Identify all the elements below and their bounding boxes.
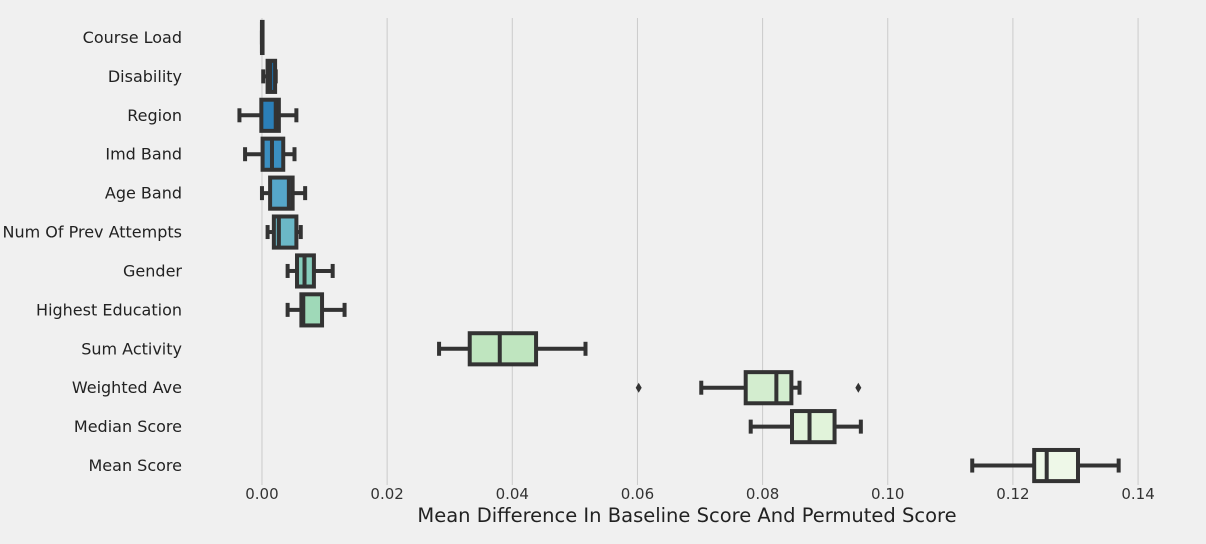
box-rect xyxy=(790,409,837,445)
box-6 xyxy=(265,214,303,250)
x-tick-label: 0.04 xyxy=(496,485,529,503)
y-category-label: Disability xyxy=(108,67,182,86)
x-tick-label: 0.00 xyxy=(245,485,278,503)
y-axis-labels: Course Load Disability Region Imd Band Age B… xyxy=(3,28,183,475)
box-7 xyxy=(285,253,335,289)
y-category-label: Age Band xyxy=(105,184,182,203)
y-category-label: Course Load xyxy=(83,28,182,47)
box-3 xyxy=(237,97,299,133)
outlier-point xyxy=(635,382,642,393)
x-axis-ticks: 0.00 0.02 0.04 0.06 0.08 0.10 0.12 0.14 xyxy=(245,485,1155,503)
box-11 xyxy=(748,409,863,445)
box-10 xyxy=(635,370,862,406)
y-category-label: Mean Score xyxy=(89,456,183,475)
x-axis-title: Mean Difference In Baseline Score And Pe… xyxy=(417,504,956,527)
y-category-label: Sum Activity xyxy=(81,339,182,358)
box-rect xyxy=(1032,447,1080,484)
x-tick-label: 0.06 xyxy=(621,485,654,503)
box-4 xyxy=(243,136,297,172)
x-tick-label: 0.08 xyxy=(746,485,779,503)
box-5 xyxy=(259,175,308,211)
box-9 xyxy=(437,331,588,367)
y-category-label: Num Of Prev Attempts xyxy=(3,223,183,242)
y-category-label: Region xyxy=(127,106,182,125)
box-1 xyxy=(259,19,265,56)
x-tick-label: 0.12 xyxy=(996,485,1029,503)
y-category-label: Median Score xyxy=(74,417,182,436)
gridlines xyxy=(261,18,1139,485)
x-tick-label: 0.02 xyxy=(370,485,403,503)
y-category-label: Gender xyxy=(123,261,182,280)
box-12 xyxy=(970,447,1121,484)
box-rect xyxy=(743,370,794,406)
x-tick-label: 0.10 xyxy=(871,485,904,503)
box-rect xyxy=(467,331,539,367)
x-tick-label: 0.14 xyxy=(1121,485,1154,503)
box-8 xyxy=(285,292,347,328)
y-category-label: Weighted Ave xyxy=(72,378,182,397)
y-category-label: Imd Band xyxy=(105,145,182,164)
box-group xyxy=(237,19,1121,484)
outlier-point xyxy=(855,382,862,393)
box-2 xyxy=(261,58,278,94)
y-category-label: Highest Education xyxy=(36,300,182,319)
